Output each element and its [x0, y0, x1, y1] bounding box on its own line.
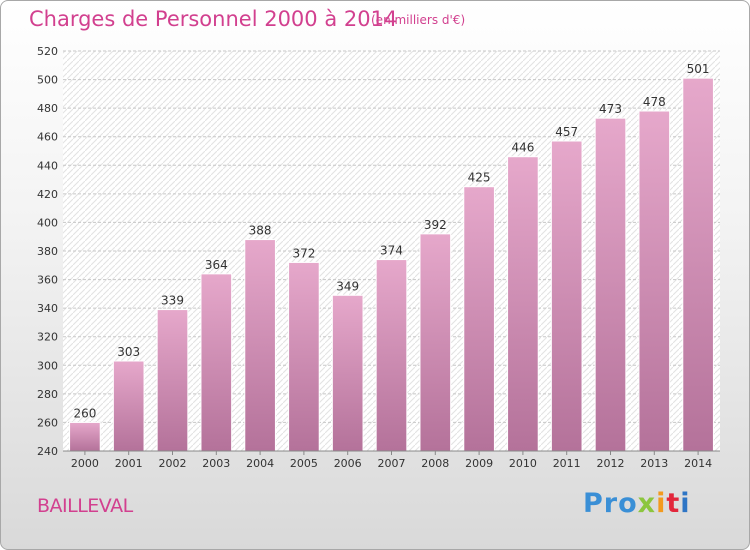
bar-2006	[331, 294, 364, 452]
value-label: 388	[249, 224, 272, 238]
x-tick-label: 2010	[509, 457, 537, 470]
value-label: 478	[643, 95, 666, 109]
x-tick-label: 2001	[115, 457, 143, 470]
y-axis-labels: 240 260 280 300 320 340 360 380 400 420 440 460 480 5…	[37, 45, 58, 458]
y-tick-label: 340	[37, 302, 58, 315]
bar-2004	[244, 239, 276, 452]
bar-2013	[638, 110, 671, 452]
value-labels: 260 303 339 364 388 372 349 374 392 425 446 457 473 4…	[73, 62, 709, 420]
x-tick-label: 2003	[202, 457, 230, 470]
x-tick-label: 2002	[159, 457, 187, 470]
y-tick-label: 380	[37, 245, 58, 258]
logo-part-1: Pro	[583, 488, 638, 519]
y-tick-label: 400	[37, 216, 58, 229]
y-tick-label: 460	[37, 131, 58, 144]
bar-2007	[375, 259, 408, 452]
value-label: 364	[205, 258, 228, 272]
logo-part-5: i	[680, 488, 691, 519]
x-tick-label: 2006	[334, 457, 362, 470]
value-label: 392	[424, 218, 447, 232]
logo-part-2: x	[637, 488, 657, 519]
bar-2000	[69, 421, 101, 452]
y-tick-label: 360	[37, 274, 58, 287]
x-tick-label: 2000	[71, 457, 99, 470]
value-label: 372	[292, 246, 315, 260]
chart-subtitle: (en milliers d'€)	[371, 13, 466, 27]
y-tick-label: 420	[37, 188, 58, 201]
x-tick-label: 2013	[640, 457, 668, 470]
bar-2002	[156, 309, 189, 452]
x-tick-label: 2012	[597, 457, 625, 470]
value-label: 349	[336, 279, 359, 293]
x-tick-label: 2008	[421, 457, 449, 470]
value-label: 260	[73, 406, 96, 420]
value-label: 339	[161, 294, 184, 308]
bar-2010	[507, 156, 539, 452]
bar-2014	[682, 77, 714, 452]
commune-name: BAILLEVAL	[37, 495, 133, 517]
chart-title: Charges de Personnel 2000 à 2014	[29, 7, 398, 31]
x-tick-label: 2005	[290, 457, 318, 470]
bar-2005	[288, 261, 320, 452]
logo-part-4: t	[666, 488, 681, 519]
bar-2003	[200, 273, 233, 452]
value-label: 446	[511, 141, 534, 155]
value-label: 425	[468, 171, 491, 185]
y-tick-label: 320	[37, 331, 58, 344]
y-tick-label: 280	[37, 388, 58, 401]
y-tick-label: 440	[37, 159, 58, 172]
y-tick-label: 480	[37, 102, 58, 115]
bar-2001	[112, 360, 145, 452]
value-label: 457	[555, 125, 578, 139]
bar-2012	[594, 117, 627, 452]
x-tick-label: 2011	[553, 457, 581, 470]
x-tick-label: 2007	[378, 457, 406, 470]
y-tick-label: 500	[37, 74, 58, 87]
x-axis-labels: 2000 2001 2002 2003 2004 2005 2006 2007 2008 2009…	[71, 451, 712, 470]
bar-2011	[550, 140, 583, 452]
logo-part-3: i	[656, 488, 667, 519]
y-tick-label: 300	[37, 359, 58, 372]
value-label: 374	[380, 244, 403, 258]
x-tick-label: 2014	[684, 457, 712, 470]
y-tick-label: 240	[37, 445, 58, 458]
value-label: 303	[117, 345, 140, 359]
bar-2009	[463, 186, 495, 452]
bars	[69, 77, 714, 452]
x-tick-label: 2009	[465, 457, 493, 470]
bar-2008	[419, 233, 452, 452]
x-tick-label: 2004	[246, 457, 274, 470]
proxiti-logo[interactable]: Proxiti	[583, 488, 691, 519]
y-tick-label: 260	[37, 416, 58, 429]
value-label: 473	[599, 102, 622, 116]
y-tick-label: 520	[37, 45, 58, 58]
value-label: 501	[687, 62, 710, 76]
